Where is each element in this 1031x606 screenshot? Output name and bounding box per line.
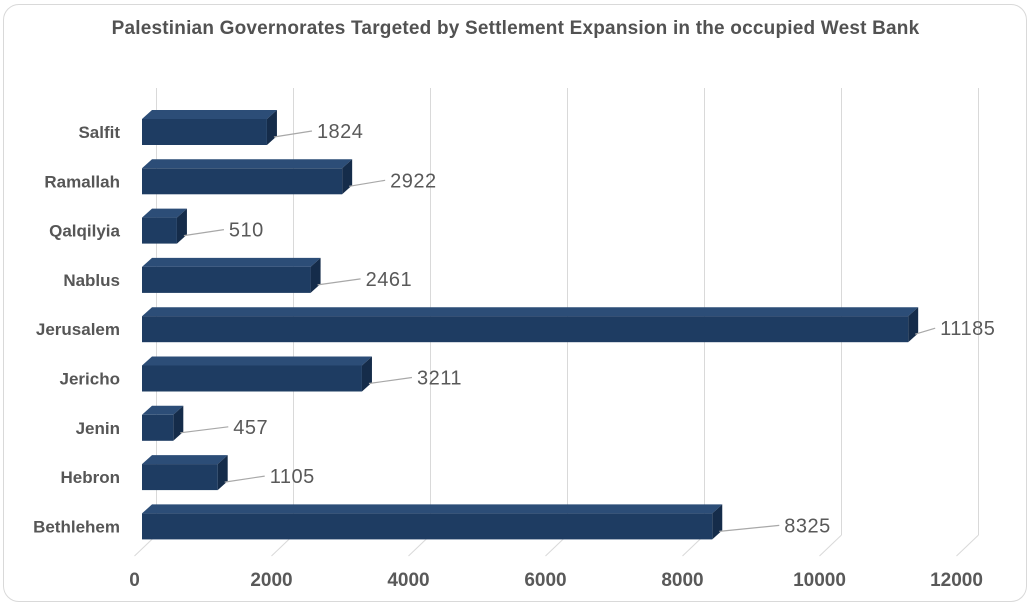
category-label: Jenin <box>76 419 120 438</box>
data-label: 1105 <box>270 466 315 488</box>
gridline-floor-segment <box>819 534 842 557</box>
data-label-leader-line <box>368 376 413 385</box>
chart-card <box>3 4 1027 602</box>
bar <box>142 365 362 392</box>
data-label-leader-line <box>349 179 386 187</box>
bar <box>142 414 174 441</box>
data-label-leader-line <box>273 130 313 138</box>
category-label: Qalqilyia <box>49 222 120 241</box>
bar-top-face <box>142 356 372 366</box>
data-label: 1824 <box>317 121 364 143</box>
bar-top-face <box>142 159 353 169</box>
x-axis-tick-label: 8000 <box>661 570 703 591</box>
bar-top-face <box>142 504 723 514</box>
data-label-leader-line <box>719 524 780 532</box>
category-label: Ramallah <box>44 172 120 191</box>
bar-end-face <box>266 110 277 145</box>
bar-top-face <box>142 455 228 465</box>
bar <box>142 119 267 145</box>
bar <box>142 316 909 343</box>
bar-top-face <box>142 307 919 317</box>
category-label: Jerusalem <box>36 320 120 339</box>
category-label: Bethlehem <box>33 517 120 536</box>
x-axis-tick-label: 10000 <box>793 570 846 591</box>
data-label: 2922 <box>390 170 437 192</box>
x-axis-tick-label: 4000 <box>387 570 429 591</box>
bar <box>142 464 218 491</box>
bar <box>142 168 343 195</box>
category-label: Nablus <box>63 271 120 290</box>
data-label: 3211 <box>417 368 462 390</box>
category-label: Jericho <box>60 370 120 389</box>
data-label: 8325 <box>784 515 831 537</box>
chart-title: Palestinian Governorates Targeted by Set… <box>111 18 920 39</box>
bar-end-face <box>310 257 321 293</box>
bar <box>142 513 713 540</box>
bar-top-face <box>142 257 321 267</box>
data-label-leader-line <box>224 475 265 483</box>
data-label: 510 <box>229 220 264 242</box>
bar-top-face <box>142 110 277 119</box>
bar-end-face <box>217 455 228 491</box>
x-axis-tick-label: 0 <box>129 570 140 591</box>
data-label: 2461 <box>366 269 413 291</box>
data-label-leader-line <box>915 327 936 335</box>
bar-end-face <box>361 356 372 392</box>
bar-end-face <box>712 504 723 540</box>
bar <box>142 266 311 293</box>
bar-top-face <box>142 208 187 218</box>
bar-end-face <box>173 405 184 441</box>
category-label: Salfit <box>78 123 120 142</box>
data-label-leader-line <box>317 278 361 286</box>
category-label: Hebron <box>61 468 121 487</box>
x-axis-tick-label: 2000 <box>250 570 292 591</box>
data-label-leader-line <box>180 426 229 434</box>
data-label-leader-line <box>183 229 225 237</box>
bar-end-face <box>176 208 187 244</box>
x-axis-tick-label: 6000 <box>524 570 566 591</box>
bar <box>142 217 177 244</box>
bar-top-face <box>142 405 184 415</box>
data-label: 11185 <box>940 318 995 340</box>
bar-end-face <box>342 159 353 195</box>
data-label: 457 <box>233 417 268 439</box>
gridline-floor-segment <box>956 534 979 557</box>
x-axis-tick-label: 12000 <box>930 570 983 591</box>
